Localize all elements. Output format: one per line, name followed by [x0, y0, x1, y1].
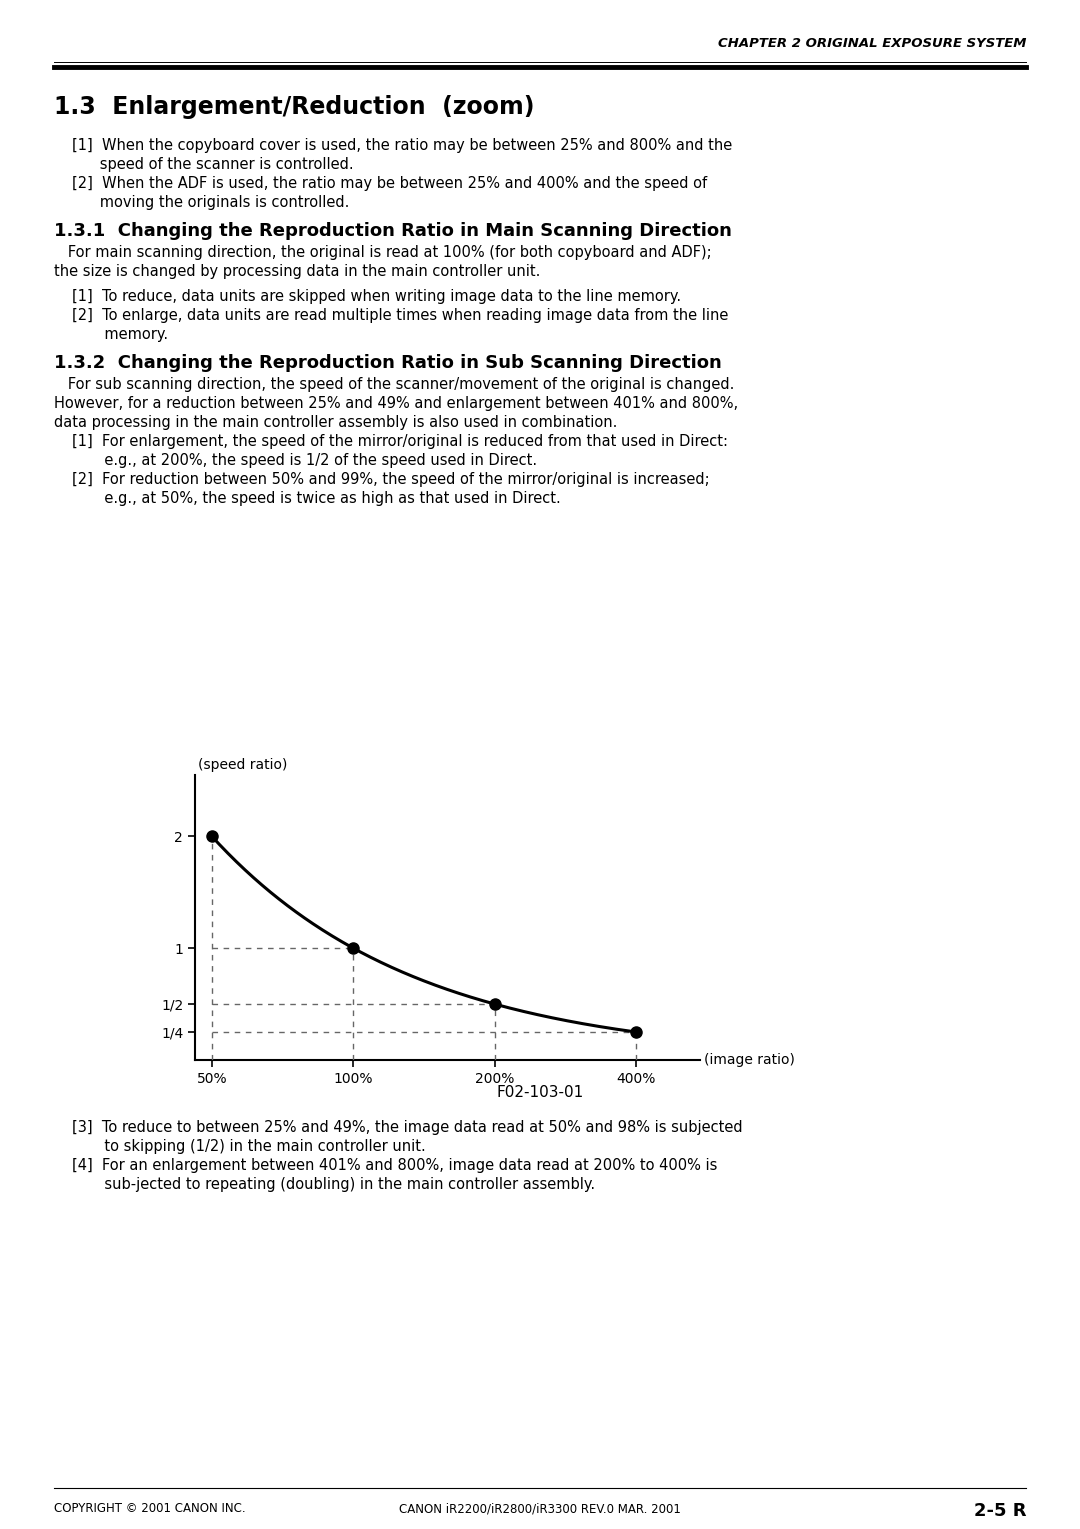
Text: sub-jected to repeating (doubling) in the main controller assembly.: sub-jected to repeating (doubling) in th…	[72, 1177, 595, 1193]
Text: to skipping (1/2) in the main controller unit.: to skipping (1/2) in the main controller…	[72, 1139, 426, 1154]
Text: For sub scanning direction, the speed of the scanner/movement of the original is: For sub scanning direction, the speed of…	[54, 378, 734, 391]
Text: [1]  When the copyboard cover is used, the ratio may be between 25% and 800% and: [1] When the copyboard cover is used, th…	[72, 138, 732, 153]
Text: However, for a reduction between 25% and 49% and enlargement between 401% and 80: However, for a reduction between 25% and…	[54, 396, 738, 411]
Text: COPYRIGHT © 2001 CANON INC.: COPYRIGHT © 2001 CANON INC.	[54, 1501, 245, 1515]
Text: CHAPTER 2 ORIGINAL EXPOSURE SYSTEM: CHAPTER 2 ORIGINAL EXPOSURE SYSTEM	[717, 37, 1026, 50]
Text: [2]  When the ADF is used, the ratio may be between 25% and 400% and the speed o: [2] When the ADF is used, the ratio may …	[72, 176, 707, 191]
Text: For main scanning direction, the original is read at 100% (for both copyboard an: For main scanning direction, the origina…	[54, 245, 712, 260]
Text: 2-5 R: 2-5 R	[973, 1501, 1026, 1520]
Text: CANON iR2200/iR2800/iR3300 REV.0 MAR. 2001: CANON iR2200/iR2800/iR3300 REV.0 MAR. 20…	[400, 1501, 680, 1515]
Text: [4]  For an enlargement between 401% and 800%, image data read at 200% to 400% i: [4] For an enlargement between 401% and …	[72, 1157, 717, 1173]
Text: the size is changed by processing data in the main controller unit.: the size is changed by processing data i…	[54, 265, 540, 278]
Text: [1]  To reduce, data units are skipped when writing image data to the line memor: [1] To reduce, data units are skipped wh…	[72, 289, 681, 304]
Text: [2]  For reduction between 50% and 99%, the speed of the mirror/original is incr: [2] For reduction between 50% and 99%, t…	[72, 472, 710, 488]
Text: F02-103-01: F02-103-01	[497, 1086, 583, 1099]
Text: data processing in the main controller assembly is also used in combination.: data processing in the main controller a…	[54, 414, 618, 430]
Text: [2]  To enlarge, data units are read multiple times when reading image data from: [2] To enlarge, data units are read mult…	[72, 307, 728, 323]
Text: 1.3  Enlargement/Reduction  (zoom): 1.3 Enlargement/Reduction (zoom)	[54, 95, 535, 119]
Text: speed of the scanner is controlled.: speed of the scanner is controlled.	[72, 157, 353, 171]
Text: 1.3.2  Changing the Reproduction Ratio in Sub Scanning Direction: 1.3.2 Changing the Reproduction Ratio in…	[54, 355, 721, 372]
Text: moving the originals is controlled.: moving the originals is controlled.	[72, 196, 349, 209]
Text: 1.3.1  Changing the Reproduction Ratio in Main Scanning Direction: 1.3.1 Changing the Reproduction Ratio in…	[54, 222, 732, 240]
Text: e.g., at 200%, the speed is 1/2 of the speed used in Direct.: e.g., at 200%, the speed is 1/2 of the s…	[72, 453, 537, 468]
Text: [3]  To reduce to between 25% and 49%, the image data read at 50% and 98% is sub: [3] To reduce to between 25% and 49%, th…	[72, 1121, 743, 1135]
Text: (speed ratio): (speed ratio)	[198, 758, 287, 772]
Text: [1]  For enlargement, the speed of the mirror/original is reduced from that used: [1] For enlargement, the speed of the mi…	[72, 434, 728, 450]
Text: e.g., at 50%, the speed is twice as high as that used in Direct.: e.g., at 50%, the speed is twice as high…	[72, 491, 561, 506]
Text: (image ratio): (image ratio)	[704, 1053, 795, 1067]
Text: memory.: memory.	[72, 327, 168, 342]
